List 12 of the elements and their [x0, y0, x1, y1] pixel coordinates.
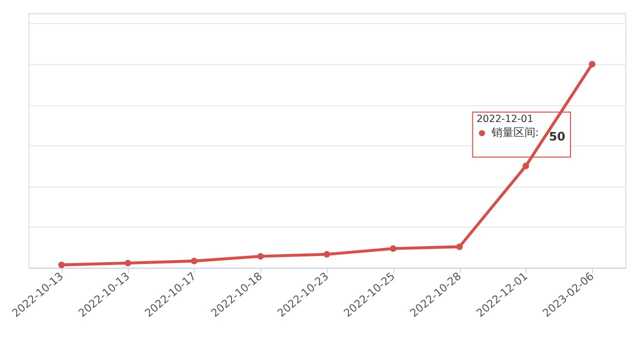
category-label: 2022-12-01 [476, 114, 534, 125]
annotation: 50 [548, 130, 566, 144]
point [588, 60, 596, 68]
point [390, 245, 396, 252]
point [522, 162, 530, 170]
point [58, 262, 65, 268]
point [124, 260, 132, 266]
point [324, 251, 330, 258]
point [257, 253, 264, 260]
legend-label: 销量区间: [490, 126, 539, 140]
point [456, 243, 463, 250]
point [190, 258, 198, 264]
